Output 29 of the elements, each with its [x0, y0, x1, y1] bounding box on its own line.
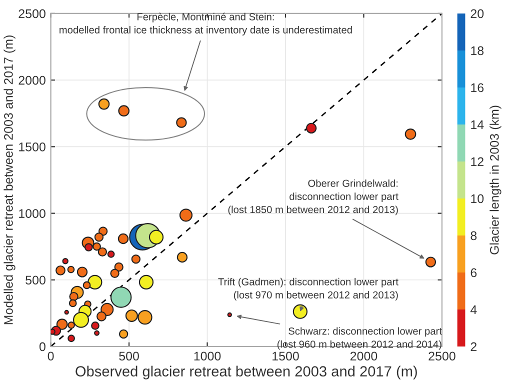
color-bar-label: 14 — [471, 120, 484, 130]
color-bar-label: 6 — [470, 268, 477, 278]
y-axis-title: Modelled glacier retreat between 2003 and 2017 (m) — [4, 36, 16, 324]
x-tick-label: 500 — [119, 352, 139, 361]
x-tick-label: 1000 — [194, 352, 221, 361]
x-tick-label: 2500 — [428, 352, 456, 361]
color-bar-title: Glacier length in 2003 (km) — [490, 106, 502, 254]
x-tick-label: 0 — [48, 352, 54, 361]
y-tick-label: 1000 — [19, 209, 46, 218]
x-tick-label: 1500 — [272, 352, 299, 361]
x-axis-title: Observed glacier retreat between 2003 and 2017 (m) — [76, 366, 417, 380]
x-tick-label: 2000 — [350, 352, 378, 361]
color-bar-label: 18 — [471, 46, 484, 56]
y-tick-label: 500 — [26, 276, 46, 285]
annotation: Ferpècle, Montminé and Stein: modelled frontal ice thickness at inventory date is underestimated — [60, 12, 352, 36]
y-tick-label: 2000 — [18, 76, 46, 85]
annotation: Trift (Gadmen): disconnection lower part (lost 970 m between 2012 and 2013) — [218, 278, 398, 301]
color-bar-label: 10 — [471, 194, 484, 204]
color-bar-label: 16 — [471, 83, 484, 92]
color-bar-label: 2 — [470, 342, 477, 352]
annotation: Oberer Grindelwald: disconnection lower part (lost 1850 m between 2012 and 2013) — [228, 179, 398, 216]
color-bar-label: 20 — [470, 9, 484, 18]
color-bar-label: 12 — [471, 157, 484, 166]
color-bar-label: 8 — [470, 231, 477, 240]
y-tick-label: 2500 — [18, 9, 46, 18]
color-bar-label: 4 — [470, 305, 477, 314]
y-tick-label: 0 — [39, 342, 46, 352]
y-tick-label: 1500 — [19, 142, 46, 152]
annotation: Schwarz: disconnection lower part (lost 960 m between 2012 and 2014) — [277, 327, 442, 350]
